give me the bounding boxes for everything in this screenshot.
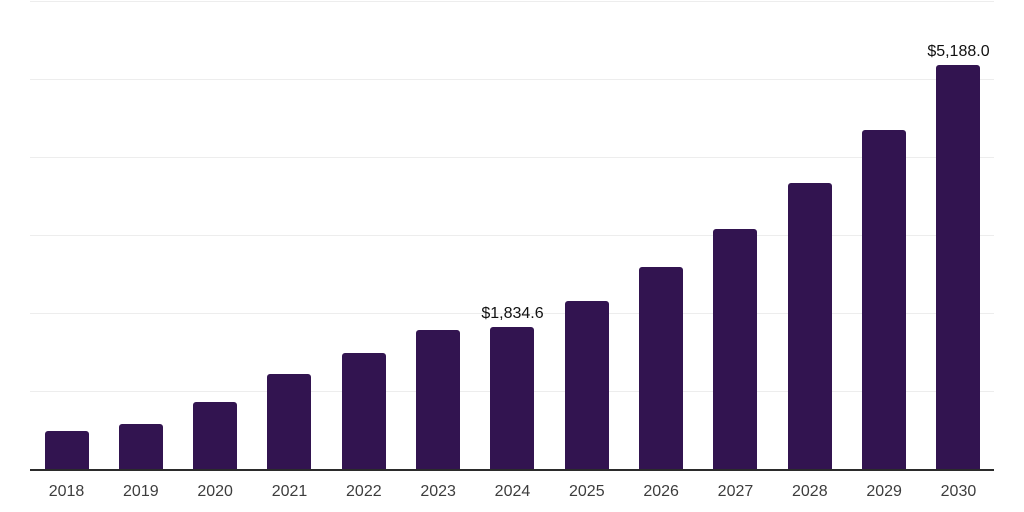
x-tick-label-2019: 2019 — [123, 483, 159, 500]
x-tick-label-2026: 2026 — [643, 483, 679, 500]
bar-2030 — [936, 65, 981, 470]
x-tick-label-2023: 2023 — [420, 483, 456, 500]
data-label-2024: $1,834.6 — [481, 304, 544, 322]
x-tick-label-2022: 2022 — [346, 483, 382, 500]
bar-2022 — [341, 353, 386, 470]
bar-2019 — [118, 423, 163, 470]
data-label-2030: $5,188.0 — [927, 43, 990, 61]
x-axis-line — [30, 469, 994, 471]
x-tick-label-2028: 2028 — [792, 483, 828, 500]
gridline-5000 — [30, 79, 994, 80]
bar-2021 — [267, 374, 312, 470]
x-tick-label-2021: 2021 — [271, 483, 308, 500]
gridline-3000 — [30, 235, 994, 236]
x-tick-label-2027: 2027 — [717, 483, 754, 500]
bar-2028 — [787, 183, 832, 470]
bar-2018 — [44, 430, 89, 470]
bar-2024 — [490, 326, 535, 470]
x-tick-label-2020: 2020 — [197, 483, 233, 500]
x-axis-tick-labels: 2018 2019 2020 2021 2022 2023 2024 2025 2026 2027… — [30, 483, 994, 505]
bar-2027 — [713, 229, 758, 470]
bar-2020 — [193, 401, 238, 470]
x-tick-label-2030: 2030 — [940, 483, 977, 500]
bar-2029 — [862, 129, 907, 470]
x-tick-label-2018: 2018 — [48, 483, 85, 500]
bar-2023 — [416, 330, 461, 470]
x-tick-label-2025: 2025 — [569, 483, 605, 500]
gridline-6000 — [30, 1, 994, 2]
bar-2025 — [564, 301, 609, 470]
gridline-2000 — [30, 313, 994, 315]
gridline-4000 — [30, 157, 994, 159]
x-tick-label-2029: 2029 — [866, 483, 902, 500]
plot-area: $1,834.6 $5,188.0 — [30, 1, 994, 470]
x-tick-label-2024: 2024 — [494, 483, 531, 500]
bar-2026 — [639, 267, 684, 470]
